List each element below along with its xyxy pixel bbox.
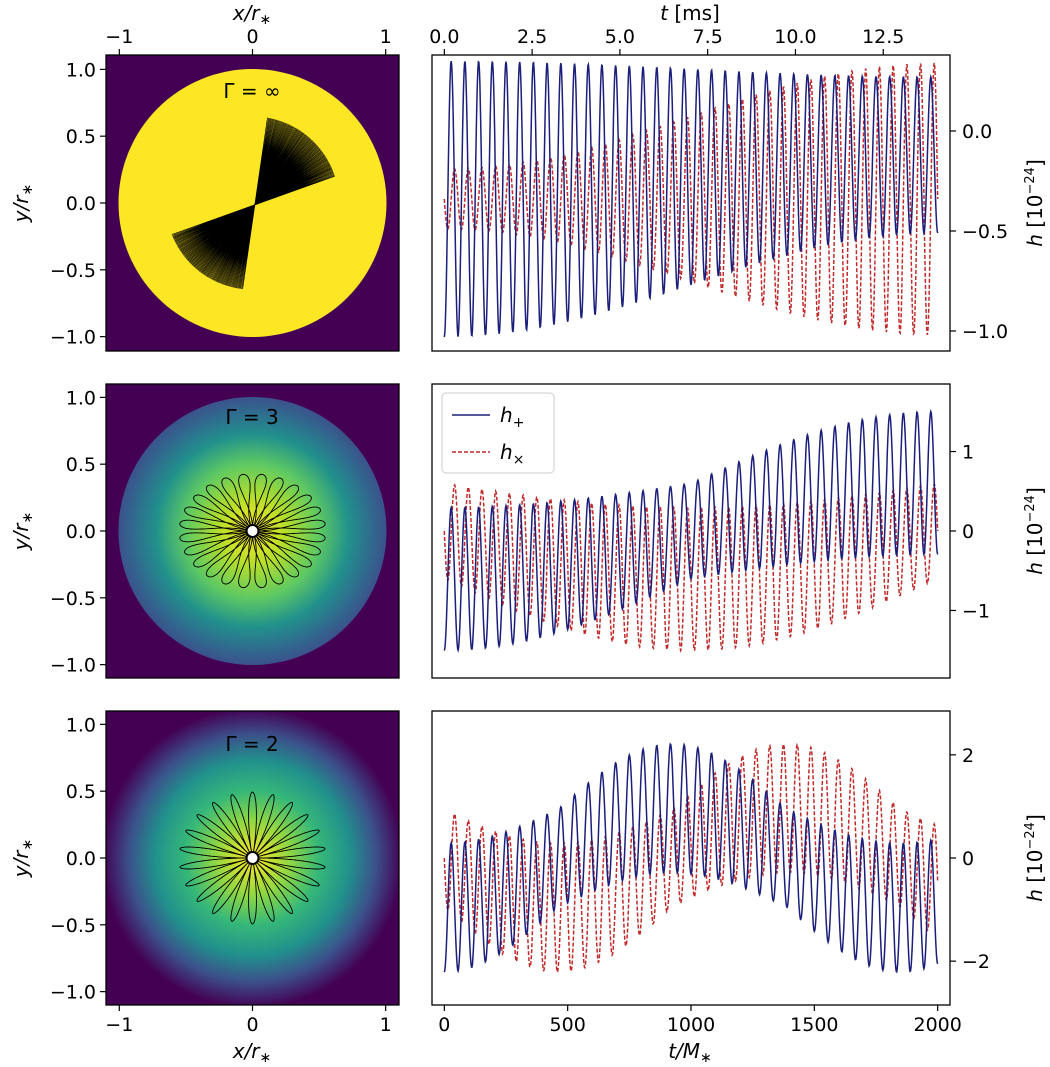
x-tick-label: −1 [105, 26, 133, 48]
orbit-path [171, 117, 335, 290]
y-tick-label: 2 [962, 745, 974, 767]
x-tick-label: 1 [380, 1014, 392, 1036]
y-tick-label: −1.0 [50, 327, 96, 349]
x-tick-label: 2.5 [517, 26, 547, 48]
y-tick-label: 0.0 [66, 848, 96, 870]
y-axis-label-3: y/r∗ [9, 839, 36, 879]
heatmap-panel-1: Γ = ∞ [105, 54, 400, 352]
x-tick-label: −1 [105, 1014, 133, 1036]
y-tick-label: 0.5 [66, 126, 96, 148]
gamma-label: Γ = 2 [225, 732, 278, 756]
h-axis-label-2: h [10−24] [1023, 487, 1047, 575]
y-tick-label: 0.0 [66, 521, 96, 543]
y-tick-label: 0 [962, 521, 974, 543]
heatmap-panel-3: Γ = 2 [105, 710, 400, 1006]
star-disk [118, 69, 387, 337]
bottom-left-xlabel: x/r∗ [232, 1039, 272, 1066]
y-tick-label: 1 [962, 442, 974, 464]
legend: h+ h× [441, 392, 555, 474]
x-tick-label: 12.5 [862, 26, 904, 48]
legend-box [441, 392, 555, 474]
tick-marks: 1.0 0.5 0.0 −0.5 −1.0 1.0 0.5 0.0 −0.5 −1.0 1.0 0.5… [50, 26, 1008, 1036]
center-marker [245, 524, 260, 538]
bottom-right-xlabel: t/M∗ [668, 1039, 712, 1066]
y-axis-label-1: y/r∗ [9, 184, 36, 224]
x-tick-label: 1000 [667, 1014, 715, 1036]
top-left-xlabel: x/r∗ [232, 1, 272, 28]
y-tick-label: −1.0 [50, 655, 96, 677]
h-plus-line [443, 408, 939, 653]
x-tick-label: 0.0 [429, 26, 459, 48]
y-tick-label: −0.5 [962, 221, 1008, 243]
legend-label-h-cross: h× [500, 440, 524, 468]
h-cross-line [443, 62, 939, 336]
y-tick-label: 0.0 [962, 121, 992, 143]
y-tick-label: 0 [962, 848, 974, 870]
x-tick-label: 0 [438, 1014, 450, 1036]
y-tick-label: −0.5 [50, 260, 96, 282]
x-tick-label: 2000 [913, 1014, 961, 1036]
y-tick-label: 0.0 [66, 193, 96, 215]
y-tick-label: −1.0 [50, 982, 96, 1004]
x-tick-label: 10.0 [774, 26, 816, 48]
y-tick-label: −0.5 [50, 915, 96, 937]
y-axis-label-2: y/r∗ [9, 512, 36, 552]
y-tick-label: 1.0 [66, 59, 96, 81]
x-tick-label: 500 [550, 1014, 586, 1036]
x-tick-label: 7.5 [693, 26, 723, 48]
x-tick-label: 5.0 [605, 26, 635, 48]
heatmap-panel-2: Γ = 3 [105, 383, 400, 679]
h-axis-label-3: h [10−24] [1023, 814, 1047, 902]
x-tick-label: 1 [380, 26, 392, 48]
h-cross-line [443, 742, 939, 975]
y-tick-label: −0.5 [50, 588, 96, 610]
waveform-panel-2: h+ h× [431, 383, 951, 679]
y-tick-label: 0.5 [66, 781, 96, 803]
y-tick-label: −2 [962, 951, 990, 973]
y-tick-label: 0.5 [66, 454, 96, 476]
x-tick-label: 1500 [790, 1014, 838, 1036]
gamma-label: Γ = ∞ [223, 79, 280, 103]
top-right-xlabel: t [ms] [660, 1, 720, 25]
y-tick-label: 1.0 [66, 387, 96, 409]
h-plus-line [443, 742, 939, 974]
y-tick-label: 1.0 [66, 714, 96, 736]
center-marker [245, 851, 260, 865]
waveform-panel-3 [431, 710, 951, 1006]
x-tick-label: 0 [246, 26, 258, 48]
y-tick-label: −1.0 [962, 321, 1008, 343]
axes-frame [431, 54, 951, 352]
waveform-panel-1 [431, 54, 951, 352]
h-axis-label-1: h [10−24] [1023, 159, 1047, 247]
gamma-label: Γ = 3 [225, 405, 278, 429]
h-plus-line [443, 60, 939, 338]
y-tick-label: −1 [962, 600, 990, 622]
legend-label-h-plus: h+ [500, 403, 524, 431]
x-tick-label: 0 [246, 1014, 258, 1036]
orbit-trajectory [171, 117, 335, 290]
